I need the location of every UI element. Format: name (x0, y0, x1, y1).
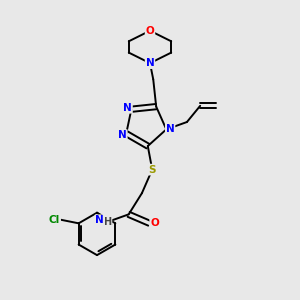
Text: S: S (148, 165, 156, 175)
Text: H: H (103, 217, 112, 227)
Text: Cl: Cl (49, 215, 60, 225)
Text: N: N (118, 130, 127, 140)
Text: N: N (166, 124, 175, 134)
Text: N: N (95, 215, 104, 225)
Text: O: O (146, 26, 154, 36)
Text: N: N (123, 103, 132, 113)
Text: N: N (146, 58, 154, 68)
Text: O: O (150, 218, 159, 228)
